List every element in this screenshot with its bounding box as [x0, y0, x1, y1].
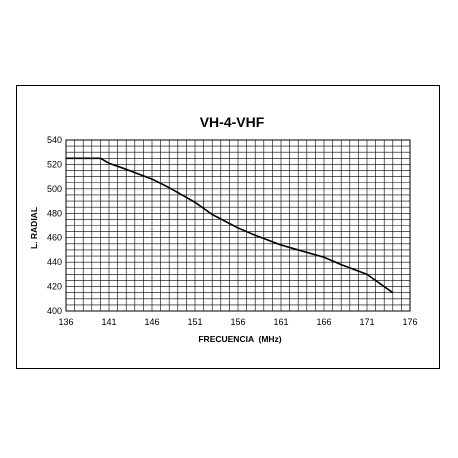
x-tick-label: 136	[58, 317, 73, 327]
plot-border	[65, 139, 411, 312]
x-tick-label: 141	[101, 317, 116, 327]
y-axis-label: L. RADIAL	[29, 207, 39, 249]
series-line	[66, 157, 394, 294]
y-tick-label: 420	[47, 282, 62, 292]
x-tick-label: 166	[316, 317, 331, 327]
y-tick-label: 520	[47, 159, 62, 169]
series-group	[66, 157, 394, 294]
x-tick-label: 146	[144, 317, 159, 327]
chart-frame	[16, 85, 440, 369]
x-tick-label: 171	[359, 317, 374, 327]
y-tick-labels: 540 520 500 480 460 440 420 400	[47, 135, 62, 316]
y-tick-label: 540	[47, 135, 62, 145]
x-tick-label: 176	[402, 317, 417, 327]
x-tick-label: 156	[230, 317, 245, 327]
x-axis-label: FRECUENCIA (MHz)	[198, 334, 281, 344]
y-tick-label: 440	[47, 257, 62, 267]
x-tick-label: 161	[273, 317, 288, 327]
grid	[65, 139, 411, 312]
x-tick-label: 151	[187, 317, 202, 327]
y-tick-label: 460	[47, 233, 62, 243]
y-tick-label: 500	[47, 184, 62, 194]
x-tick-labels: 136 141 146 151 156 161 166 171 176	[58, 317, 417, 327]
chart-title: VH-4-VHF	[200, 114, 265, 130]
y-tick-label: 400	[47, 306, 62, 316]
y-tick-label: 480	[47, 208, 62, 218]
